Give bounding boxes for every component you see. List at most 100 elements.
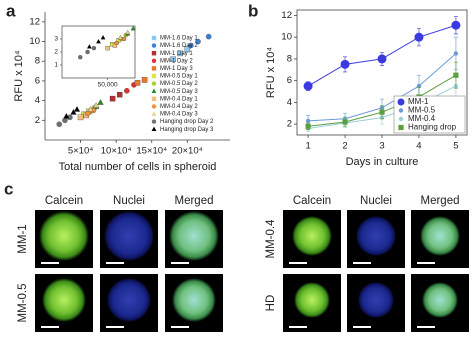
legend-marker [398, 116, 404, 122]
marker [114, 40, 119, 46]
column-header: Calcein [293, 195, 331, 207]
marker [188, 42, 194, 49]
x-axis-label: Total number of cells in spheroid [59, 161, 217, 173]
marker [125, 29, 131, 35]
legend-marker [151, 104, 157, 109]
y-tick-label: 2 [35, 115, 40, 126]
x-tick-label: 2 [342, 141, 347, 152]
marker [305, 123, 311, 129]
marker [342, 119, 348, 125]
marker [205, 33, 212, 40]
marker [303, 81, 313, 91]
legend-label: Hanging drop [408, 123, 457, 132]
row-label: MM-1 [17, 224, 29, 253]
legend-marker [151, 88, 157, 93]
spheroid [356, 216, 396, 256]
legend-label: MM-1.6 Day 1 [160, 36, 198, 42]
y-tick-label: 12 [29, 16, 40, 27]
marker [170, 56, 176, 63]
x-tick-label: 1 [305, 141, 310, 152]
panel-label: c [4, 179, 13, 198]
marker [86, 44, 92, 49]
marker [379, 109, 385, 115]
marker [116, 91, 123, 98]
panel-label: b [248, 1, 258, 20]
legend-marker [398, 124, 404, 131]
legend-marker [151, 66, 157, 71]
marker [141, 77, 148, 83]
y-axis-label: RFU x 10⁴ [13, 50, 25, 101]
marker [78, 55, 83, 60]
x-tick-label: 4 [416, 141, 421, 152]
marker [451, 20, 461, 30]
legend-label: MM-0.4 Day 1 [160, 96, 198, 102]
y-tick-label: 10 [29, 36, 40, 47]
legend-label: MM-0.4 Day 2 [160, 104, 198, 110]
legend-label: MM-0.4 Day 3 [160, 112, 198, 118]
marker [195, 38, 201, 45]
marker [93, 102, 100, 108]
legend-marker [151, 126, 157, 131]
marker [305, 118, 311, 124]
legend-label: MM-0.5 Day 1 [160, 74, 198, 80]
spheroid [104, 211, 154, 261]
y-tick-label: 4 [35, 95, 40, 106]
legend-marker [151, 35, 157, 41]
marker [100, 34, 106, 40]
marker [84, 110, 91, 117]
marker [453, 72, 459, 78]
column-header: Calcein [45, 195, 83, 207]
spheroid [39, 211, 89, 261]
marker [73, 106, 81, 112]
legend-label: Hanging drop Day 2 [160, 119, 214, 125]
legend-label: MM-1 Day 3 [160, 66, 193, 72]
spheroid [422, 282, 458, 318]
marker [77, 114, 84, 121]
legend-marker [151, 111, 157, 116]
row-label: MM-0.4 [265, 219, 277, 259]
y-axis-label: RFU x 10⁴ [265, 47, 277, 98]
x-axis-label: Days in culture [346, 156, 419, 168]
x-tick-label: 5×10⁴ [68, 146, 93, 157]
y-tick-label: 8 [35, 56, 40, 67]
legend-label: MM-0.5 Day 2 [160, 81, 198, 87]
y-tick-label: 2 [287, 119, 292, 130]
marker [340, 59, 350, 69]
y-tick-label: 10 [281, 32, 292, 43]
y-tick-label: 4 [287, 97, 292, 108]
legend-label: MM-1 Day 2 [160, 58, 193, 64]
x-tick-label: 3 [379, 141, 384, 152]
marker [117, 34, 123, 40]
spheroid [294, 282, 330, 318]
legend-label: MM-0.4 [408, 114, 436, 123]
marker [377, 54, 387, 64]
legend-marker [397, 98, 405, 106]
marker [105, 45, 110, 51]
x-tick-label: 5 [453, 141, 458, 152]
y-tick-label: 12 [281, 10, 292, 21]
x-tick-label: 10×10⁴ [101, 146, 132, 157]
legend-marker [151, 43, 157, 48]
y-tick-label: 6 [35, 75, 40, 86]
marker [109, 95, 116, 102]
row-label: MM-0.5 [17, 284, 29, 323]
spheroid [420, 216, 460, 256]
inset-x-tick-label: 50,000 [98, 82, 118, 89]
legend-label: MM-1 [408, 97, 429, 106]
legend-marker [398, 108, 404, 113]
marker [56, 121, 62, 127]
spheroid [172, 278, 216, 322]
spheroid [42, 278, 86, 322]
marker [453, 51, 459, 56]
legend-marker [151, 73, 157, 79]
spheroid [169, 211, 219, 261]
marker [63, 112, 70, 119]
legend-label: MM-1 Day 1 [160, 51, 193, 57]
y-tick-label: 8 [287, 53, 292, 64]
legend-marker [151, 119, 157, 124]
inset-y-tick-label: 2 [54, 49, 58, 56]
x-tick-label: 15×10⁴ [136, 146, 167, 157]
inset-frame [61, 25, 136, 79]
